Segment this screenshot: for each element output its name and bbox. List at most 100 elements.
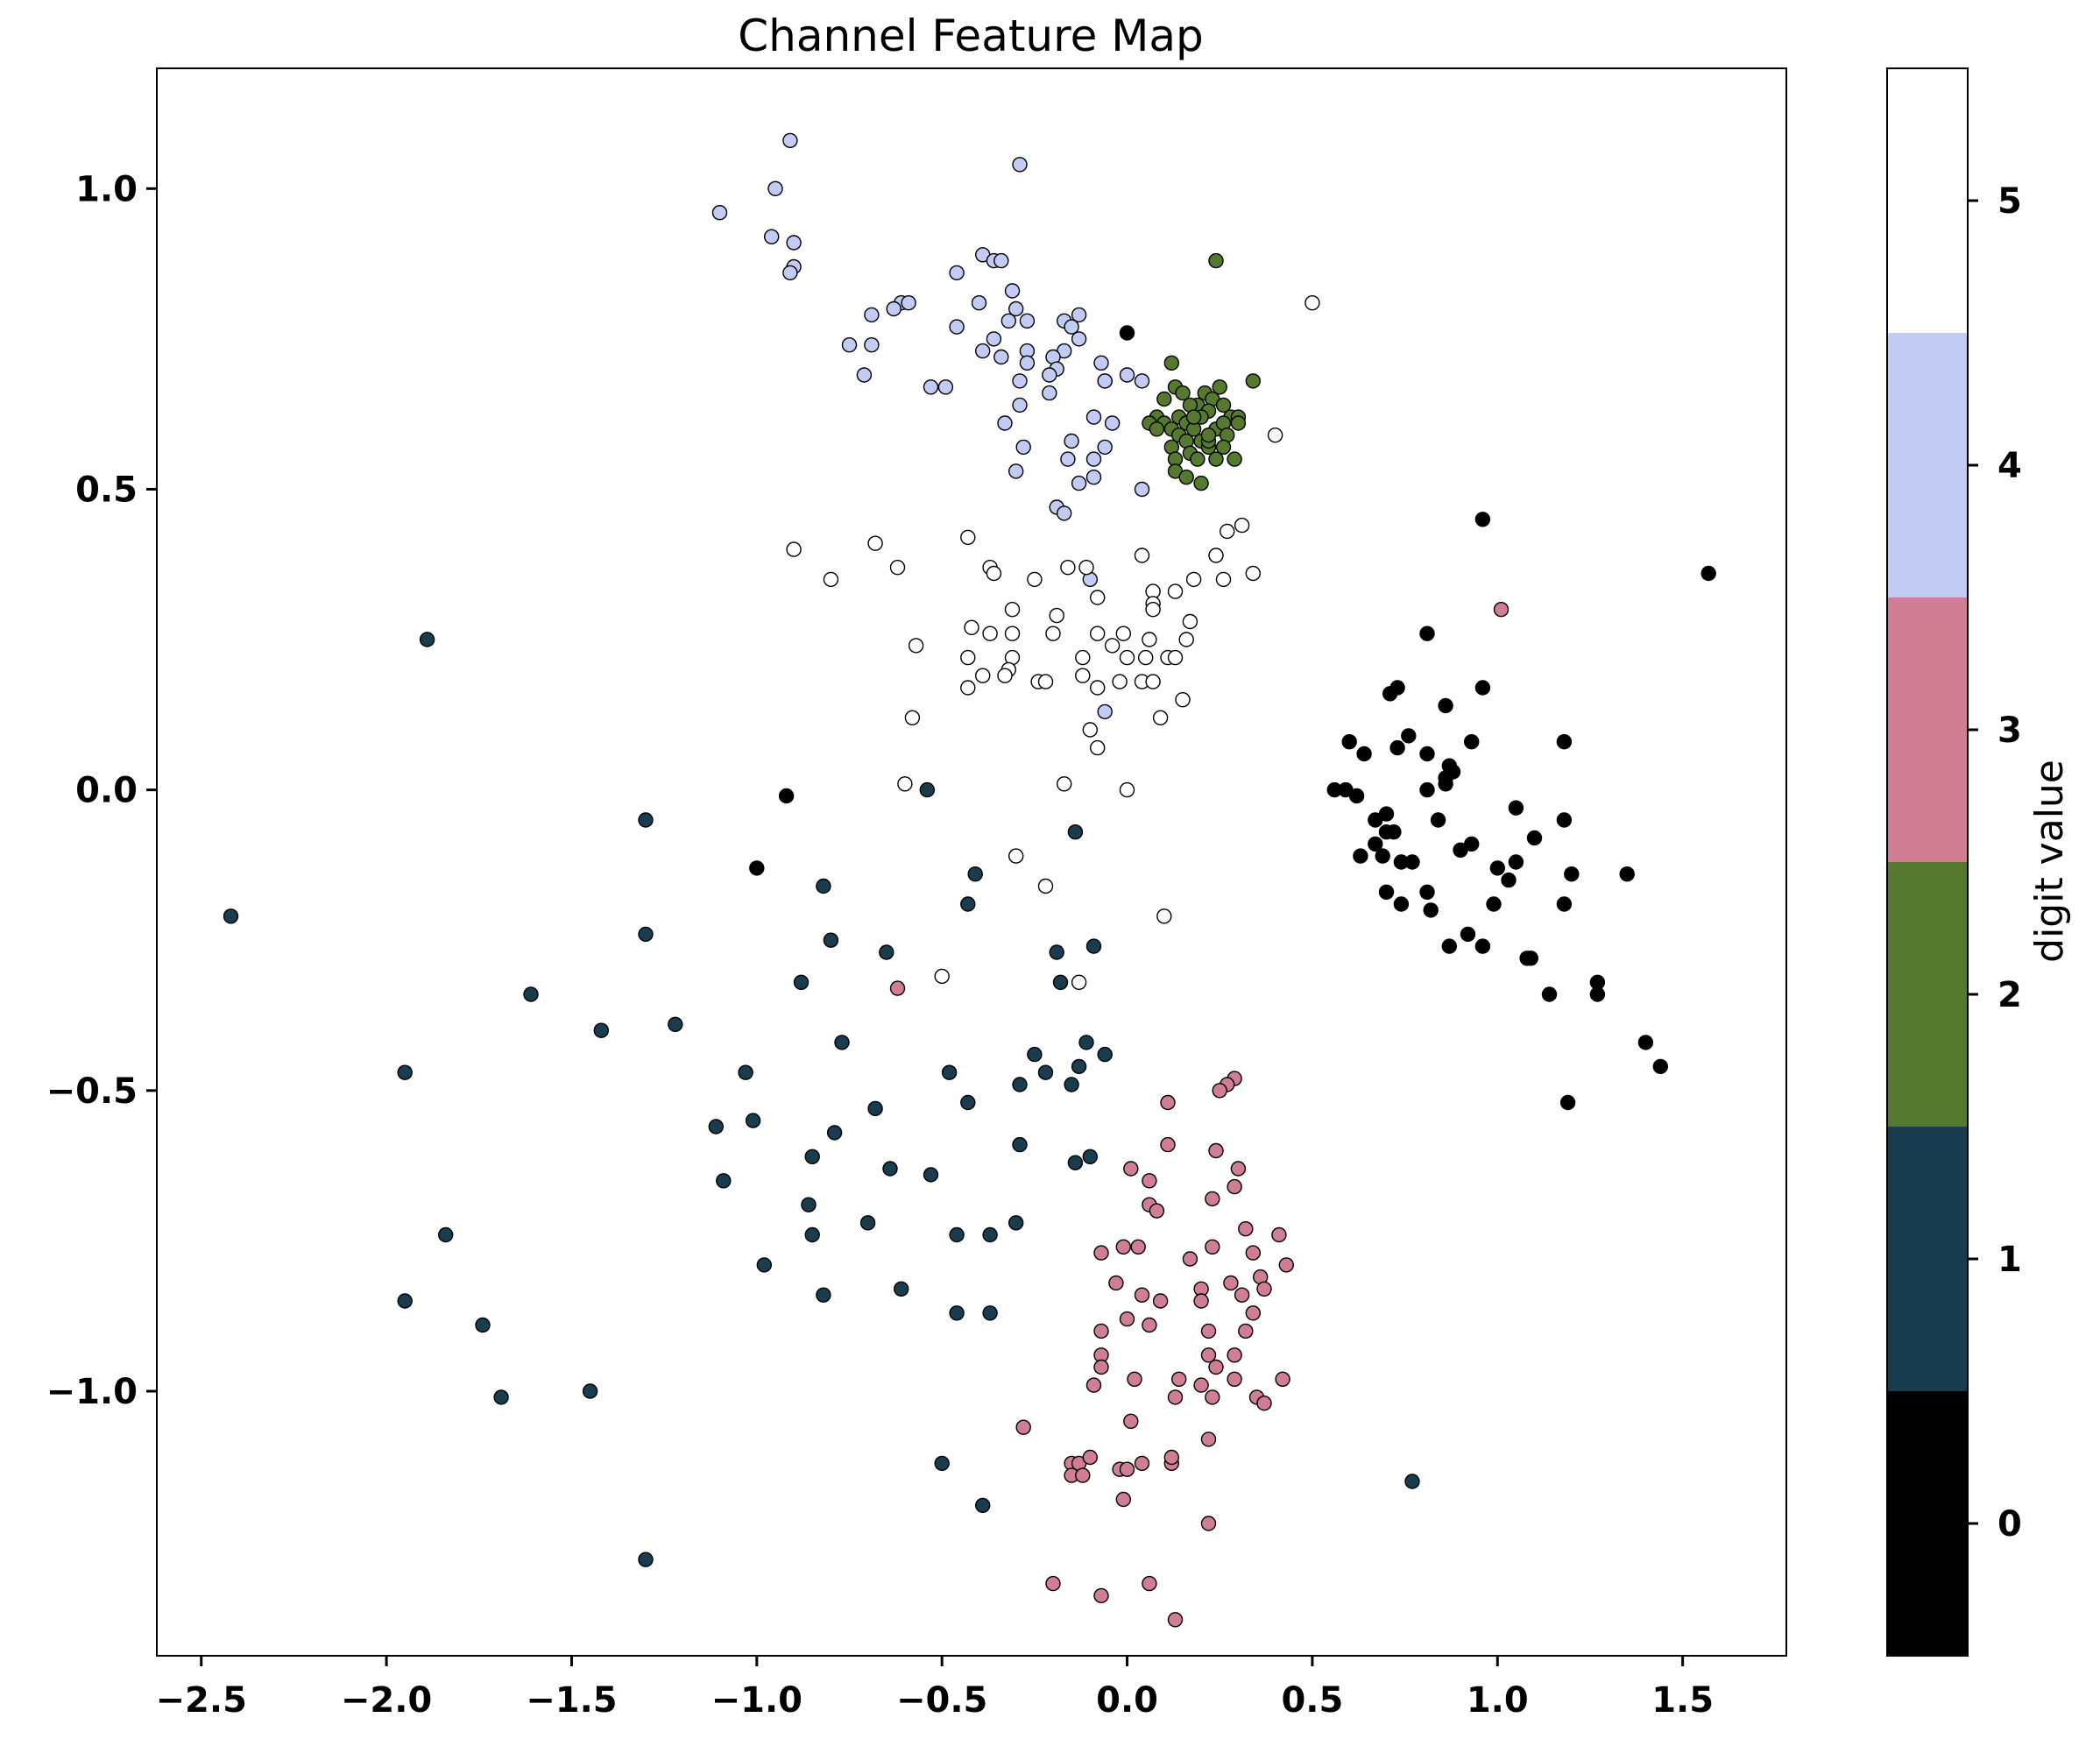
scatter-point-digit-5	[934, 968, 950, 985]
scatter-point-digit-0	[1378, 884, 1395, 900]
scatter-point-digit-4	[782, 132, 798, 149]
scatter-point-digit-1	[708, 1119, 724, 1135]
scatter-point-digit-4	[937, 379, 954, 395]
scatter-point-digit-3	[1205, 1191, 1220, 1207]
scatter-point-digit-0	[1419, 626, 1435, 641]
scatter-point-digit-1	[716, 1173, 732, 1189]
scatter-point-digit-5	[1208, 548, 1224, 563]
scatter-point-digit-5	[1215, 571, 1232, 588]
scatter-point-digit-0	[1438, 776, 1453, 792]
scatter-point-digit-0	[1389, 739, 1405, 756]
colorbar-tick-label: 2	[1997, 975, 2022, 1015]
scatter-point-digit-1	[804, 1226, 820, 1243]
scatter-point-digit-0	[1486, 896, 1502, 912]
scatter-point-digit-0	[1463, 734, 1480, 750]
scatter-point-digit-3	[1045, 1575, 1061, 1592]
scatter-point-digit-3	[1093, 1359, 1109, 1375]
scatter-point-digit-1	[919, 781, 936, 798]
scatter-point-digit-0	[1474, 938, 1491, 954]
scatter-point-digit-1	[816, 1287, 831, 1303]
scatter-point-digit-2	[1185, 409, 1202, 425]
scatter-point-digit-1	[638, 1552, 654, 1567]
scatter-point-digit-1	[960, 896, 976, 912]
scatter-point-digit-2	[1208, 252, 1224, 269]
scatter-point-digit-1	[960, 1094, 976, 1111]
scatter-point-digit-1	[397, 1293, 413, 1309]
colorbar-segment-5	[1887, 68, 1968, 333]
scatter-point-digit-1	[882, 1161, 898, 1177]
scatter-point-digit-4	[886, 300, 902, 317]
scatter-point-digit-2	[1156, 391, 1172, 407]
scatter-point-digit-5	[986, 565, 1002, 582]
scatter-point-digit-5	[997, 668, 1013, 683]
colorbar-label: digit value	[2027, 760, 2072, 963]
scatter-point-digit-5	[1037, 878, 1054, 894]
scatter-point-digit-5	[1137, 649, 1154, 666]
scatter-point-digit-3	[1119, 1311, 1135, 1327]
scatter-point-digit-1	[593, 1022, 609, 1038]
scatter-point-digit-5	[974, 668, 991, 683]
scatter-point-digit-2	[1200, 428, 1217, 443]
scatter-point-digit-1	[745, 1113, 761, 1128]
scatter-point-digit-2	[1212, 379, 1227, 395]
scatter-point-digit-3	[889, 980, 906, 996]
x-tick-label: −1.5	[526, 1680, 617, 1721]
scatter-point-digit-1	[1082, 1149, 1099, 1165]
scatter-point-digit-5	[1075, 649, 1091, 666]
scatter-point-digit-0	[749, 860, 765, 876]
scatter-point-digit-3	[1082, 1449, 1099, 1466]
scatter-point-digit-3	[1115, 1491, 1132, 1508]
scatter-point-digit-3	[1208, 1359, 1224, 1375]
scatter-point-digit-4	[1004, 283, 1021, 299]
x-tick-label: 0.0	[1096, 1680, 1158, 1721]
scatter-point-digit-5	[1245, 565, 1262, 582]
y-axis: −1.0 −0.5 0.0 0.5 1.0	[46, 169, 157, 1412]
scatter-point-digit-2	[1175, 385, 1191, 401]
scatter-point-digit-4	[764, 229, 780, 244]
colorbar: 0 1 2 3 4 5	[1886, 67, 2022, 1657]
scatter-point-digit-4	[1097, 439, 1113, 456]
scatter-point-digit-3	[1170, 1371, 1187, 1388]
scatter-point-digit-1	[1052, 974, 1069, 991]
scatter-point-digit-5	[1175, 692, 1191, 708]
scatter-point-digit-1	[967, 866, 983, 882]
scatter-point-digit-4	[1085, 451, 1102, 467]
scatter-point-digit-4	[1064, 433, 1079, 449]
scatter-point-digit-3	[1223, 1275, 1239, 1291]
scatter-point-digit-0	[1341, 734, 1357, 750]
scatter-point-digit-5	[1119, 781, 1135, 798]
scatter-point-digit-1	[1008, 1215, 1024, 1231]
scatter-point-digit-4	[923, 379, 939, 395]
scatter-point-digit-3	[1182, 1251, 1198, 1267]
scatter-point-digit-3	[1227, 1178, 1242, 1195]
scatter-point-digit-1	[1064, 1077, 1079, 1092]
scatter-point-digit-5	[1267, 428, 1283, 443]
scatter-point-digit-3	[1205, 1389, 1220, 1405]
scatter-point-digit-3	[1134, 1455, 1150, 1472]
scatter-point-digit-0	[1404, 854, 1420, 870]
scatter-point-digit-4	[974, 343, 991, 359]
scatter-point-digit-3	[1093, 1587, 1109, 1604]
scatter-point-digit-4	[1104, 415, 1121, 431]
scatter-point-digit-5	[1156, 908, 1172, 924]
scatter-point-digit-5	[1134, 548, 1150, 563]
scatter-point-digit-1	[223, 908, 239, 924]
colorbar-segment-2	[1887, 862, 1968, 1127]
scatter-point-digit-0	[1419, 781, 1435, 798]
scatter-point-digit-5	[982, 626, 998, 641]
scatter-point-digit-0	[1438, 697, 1453, 714]
scatter-point-digit-0	[1474, 512, 1491, 527]
scatter-point-digit-3	[1200, 1431, 1217, 1447]
colorbar-tick-label: 3	[1997, 710, 2022, 751]
scatter-point-digit-5	[1037, 674, 1054, 689]
scatter-point-digit-5	[1152, 710, 1169, 725]
scatter-point-digit-3	[1130, 1239, 1146, 1255]
scatter-point-digit-0	[1348, 788, 1365, 804]
scatter-point-digit-2	[1149, 421, 1165, 437]
scatter-point-digit-3	[1238, 1220, 1254, 1237]
scatter-point-digit-1	[804, 1149, 820, 1165]
scatter-point-digit-1	[879, 944, 894, 960]
scatter-point-digit-4	[1119, 367, 1135, 383]
scatter-point-digit-0	[1556, 812, 1573, 828]
scatter-point-digit-1	[867, 1100, 883, 1117]
